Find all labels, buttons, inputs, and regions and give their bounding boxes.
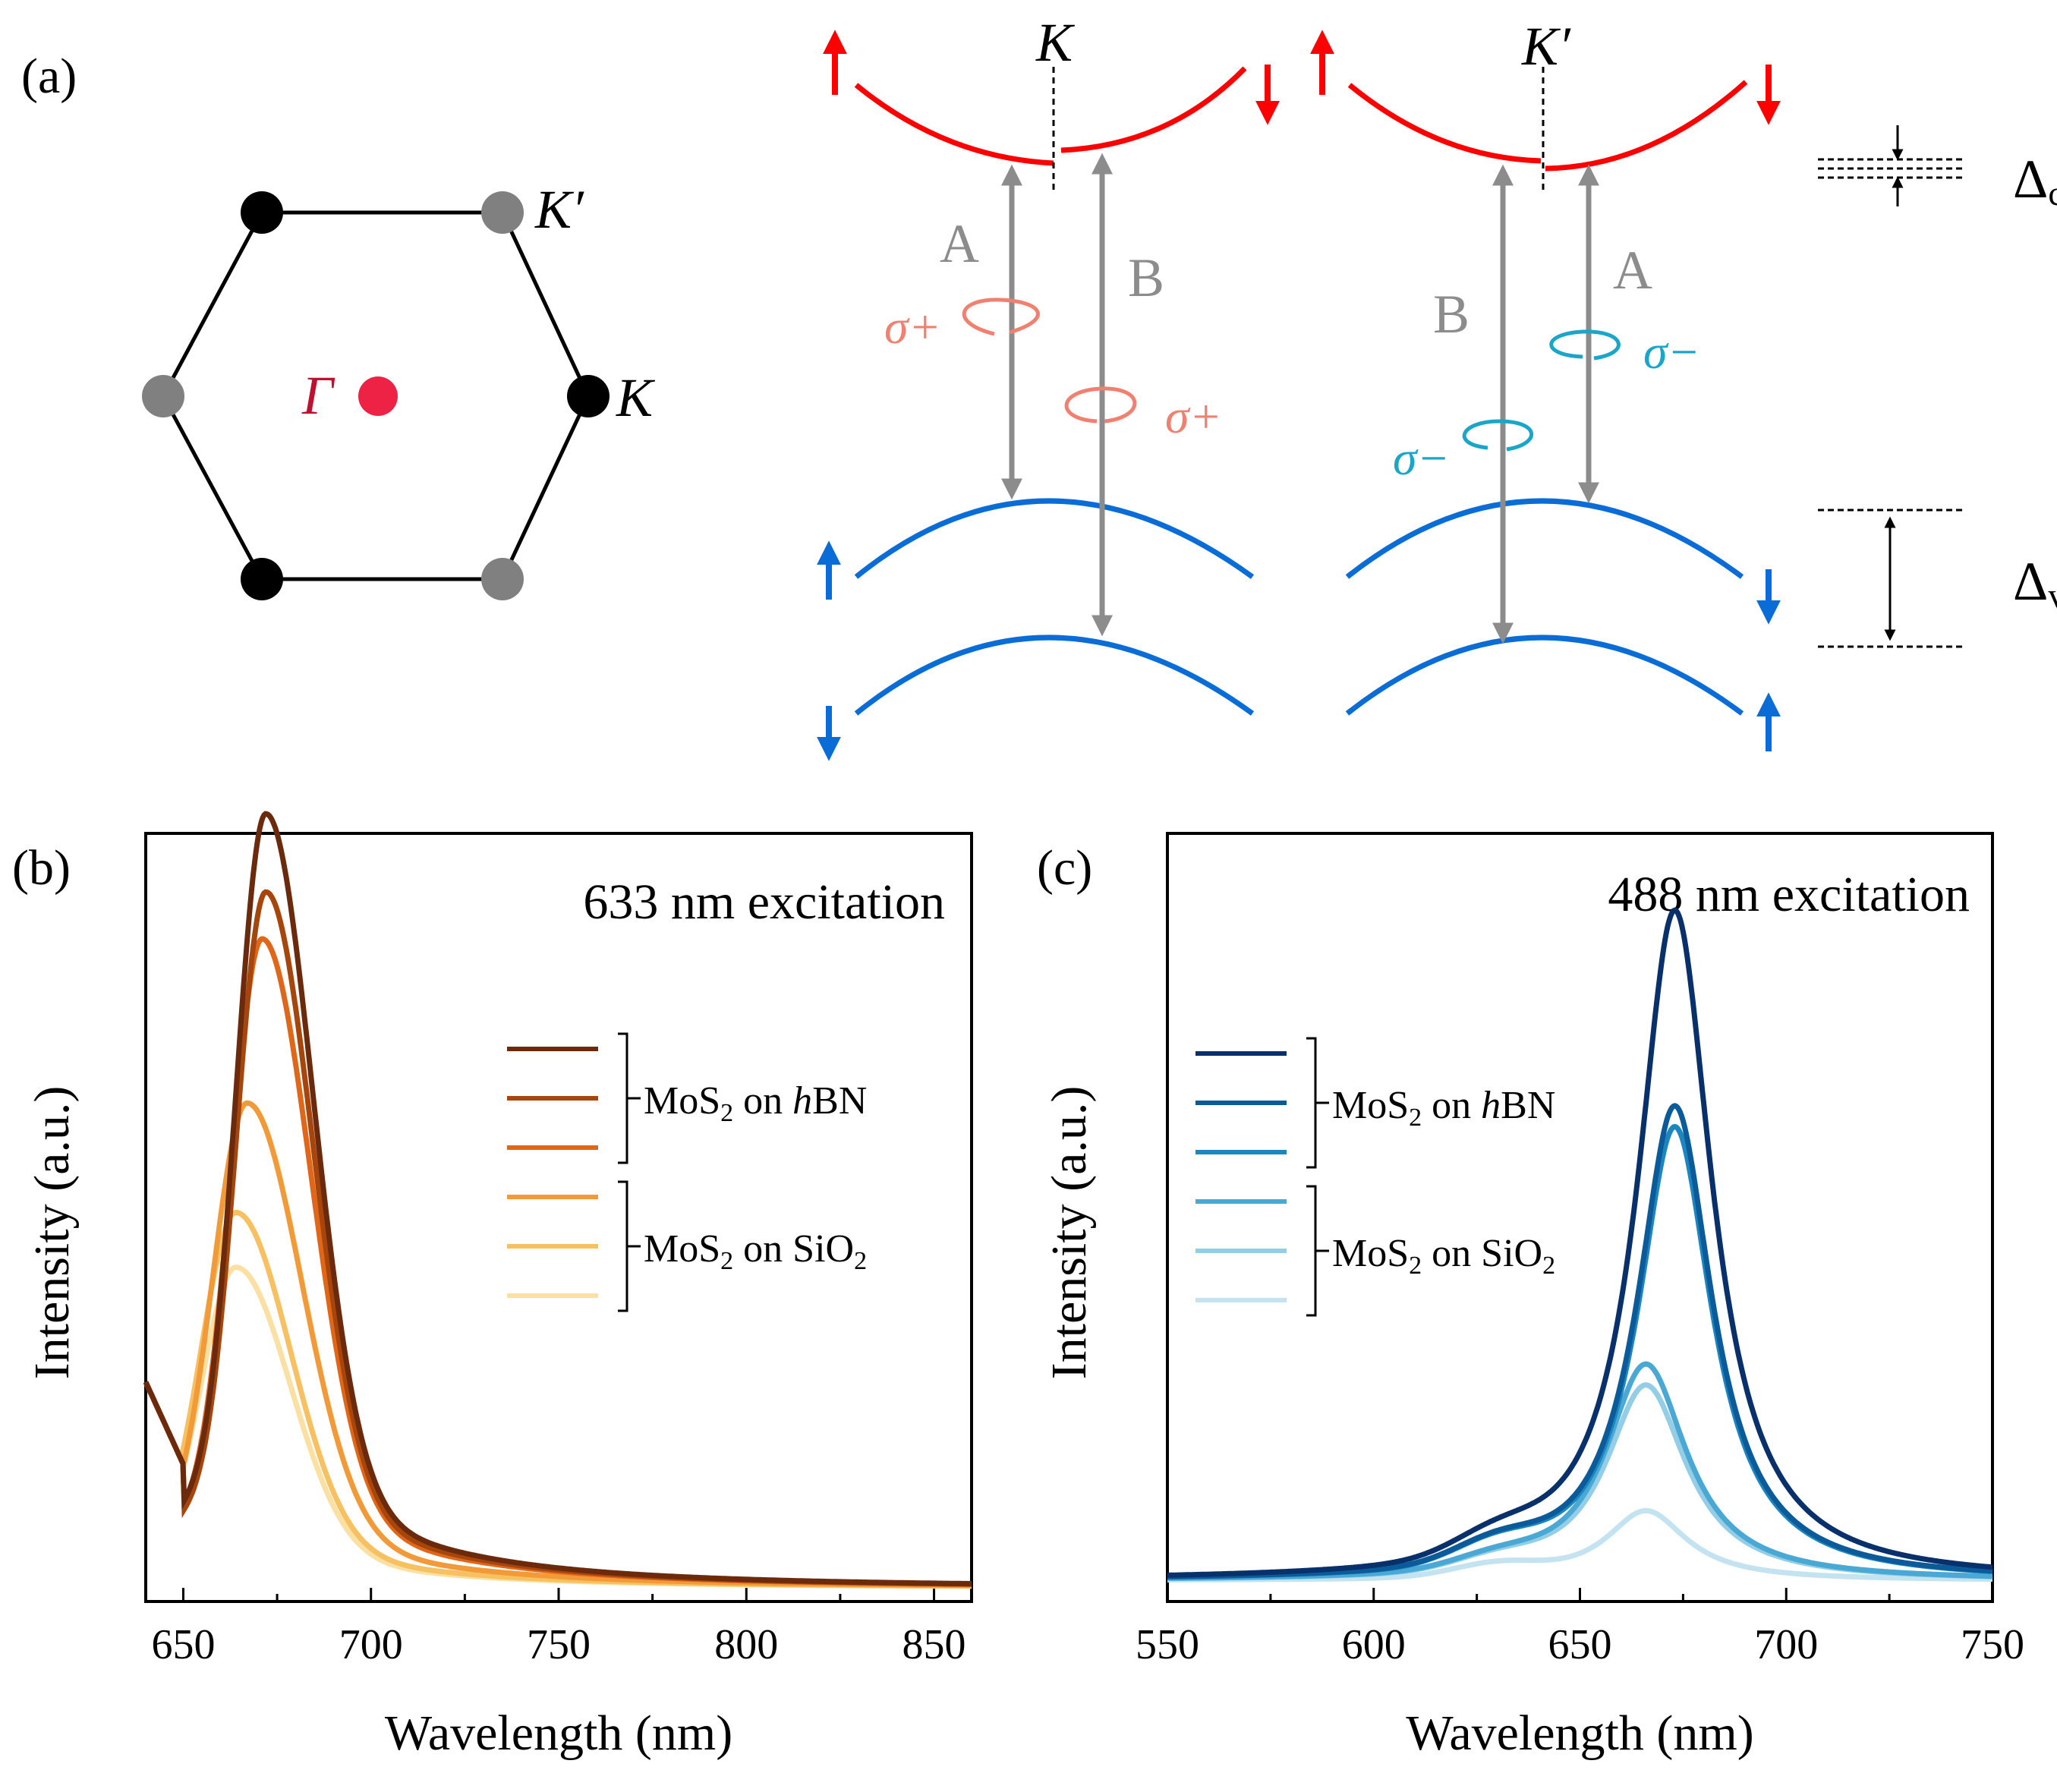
x-tick-label: 600 xyxy=(1342,1621,1406,1668)
polarization-swirl-icon xyxy=(962,298,1040,336)
x-tick-label: 800 xyxy=(714,1621,778,1668)
legend-label-part: MoS xyxy=(1332,1232,1409,1275)
x-axis-label: Wavelength (nm) xyxy=(1406,1705,1753,1761)
legend-label: MoS2 on hBN xyxy=(644,1079,867,1127)
k-point-gray-1 xyxy=(481,191,524,234)
band-diagram: K K′ A B B A σ+ σ+ σ− σ− xyxy=(817,12,2057,761)
x-tick-label: 650 xyxy=(1548,1621,1612,1668)
conduction-band-k-right xyxy=(1060,66,1247,153)
series-line xyxy=(1167,1382,1992,1582)
valence-band-kp-upper xyxy=(1345,498,1744,579)
legend-brace xyxy=(1306,1037,1329,1169)
brillouin-zone: Γ K K′ xyxy=(142,179,656,600)
legend-label-part: on xyxy=(733,1079,792,1123)
valence-band-k-upper xyxy=(854,498,1255,579)
x-tick-label: 650 xyxy=(151,1621,215,1668)
polarization-swirl-icon xyxy=(1462,419,1533,452)
sigma-plus-label-b: σ+ xyxy=(1165,389,1222,443)
legend-label-part: MoS xyxy=(1332,1084,1409,1127)
delta-v-label: Δv xyxy=(2013,551,2057,615)
delta-c-label: Δc xyxy=(2013,149,2057,213)
polarization-swirl-icon xyxy=(1064,386,1137,424)
y-axis-label: Intensity (a.u.) xyxy=(1041,1086,1097,1380)
valley-k-label: K xyxy=(1035,12,1076,73)
gamma-label: Γ xyxy=(301,365,335,426)
sigma-minus-label-a: σ− xyxy=(1643,325,1700,379)
conduction-band-kp-left xyxy=(1347,83,1542,164)
legend-brace xyxy=(618,1180,641,1312)
k-point-gray-3 xyxy=(142,375,184,417)
legend-label-part: BN xyxy=(812,1079,867,1123)
chart-title: 488 nm excitation xyxy=(1608,867,1970,922)
k-point-gray-2 xyxy=(481,558,524,600)
sigma-plus-label-a: σ+ xyxy=(884,300,941,354)
panel-label-a: (a) xyxy=(21,49,77,104)
legend-label-part: MoS xyxy=(644,1227,720,1271)
conduction-band-kp-right xyxy=(1545,80,1748,172)
legend-label-part: 2 xyxy=(1409,1104,1422,1132)
legend-label-part: on SiO xyxy=(1422,1232,1542,1275)
k-prime-label: K′ xyxy=(534,179,584,240)
chart-title: 633 nm excitation xyxy=(583,874,945,930)
legend-label: MoS2 on SiO2 xyxy=(1332,1232,1555,1280)
conduction-band-k-left xyxy=(854,83,1054,166)
valence-band-k-lower xyxy=(854,635,1255,716)
legend-label-part: 2 xyxy=(854,1247,867,1275)
panel-label-c: (c) xyxy=(1037,840,1092,896)
polarization-swirl-icon xyxy=(1549,329,1621,361)
legend-label-part: on SiO xyxy=(733,1227,854,1271)
k-point-black-1 xyxy=(241,191,283,234)
chart-b: 650 700 750 800 850 Wavelength (nm) Intensity … xyxy=(24,811,973,1761)
legend-label-part: 2 xyxy=(1542,1252,1555,1280)
x-tick-label: 750 xyxy=(527,1621,591,1668)
x-tick-label: 850 xyxy=(902,1621,966,1668)
x-tick-label: 700 xyxy=(1754,1621,1818,1668)
legend-label-part: h xyxy=(1481,1084,1501,1127)
label-a-kp: A xyxy=(1613,240,1652,301)
legend-label-part: BN xyxy=(1501,1084,1555,1127)
panel-label-b: (b) xyxy=(12,840,71,896)
legend-label-part: h xyxy=(792,1079,812,1123)
gamma-point xyxy=(358,376,398,416)
legend-label-part: on xyxy=(1422,1084,1481,1127)
legend-label-part: MoS xyxy=(644,1079,720,1123)
x-tick-label: 700 xyxy=(339,1621,403,1668)
k-point-black-3 xyxy=(241,558,283,600)
series-line xyxy=(1167,907,1993,1578)
sigma-minus-label-b: σ− xyxy=(1393,431,1450,485)
label-b-k: B xyxy=(1128,247,1164,308)
legend-label-part: 2 xyxy=(1409,1252,1422,1280)
chart-c: 550 600 650 700 750 Wavelength (nm) Intensity … xyxy=(1041,832,2024,1761)
valence-band-kp-lower xyxy=(1345,635,1744,716)
legend-label: MoS2 on SiO2 xyxy=(644,1227,867,1275)
series-line xyxy=(143,811,972,1586)
label-b-kp: B xyxy=(1433,284,1470,345)
y-axis-label: Intensity (a.u.) xyxy=(24,1086,80,1380)
legend-label: MoS2 on hBN xyxy=(1332,1084,1555,1132)
x-tick-label: 750 xyxy=(1961,1621,2024,1668)
k-point-black-2 xyxy=(567,375,610,417)
valley-kp-label: K′ xyxy=(1521,16,1571,77)
series-line xyxy=(1167,1103,1993,1579)
series-line xyxy=(143,1264,972,1589)
series-line xyxy=(143,1100,972,1589)
k-label: K xyxy=(616,367,656,428)
legend-brace xyxy=(618,1032,641,1164)
legend-label-part: 2 xyxy=(720,1247,733,1275)
x-tick-label: 550 xyxy=(1136,1621,1199,1668)
legend-label-part: 2 xyxy=(720,1099,733,1127)
legend-brace xyxy=(1306,1185,1329,1317)
label-a-k: A xyxy=(940,213,979,274)
x-axis-label: Wavelength (nm) xyxy=(385,1705,732,1761)
